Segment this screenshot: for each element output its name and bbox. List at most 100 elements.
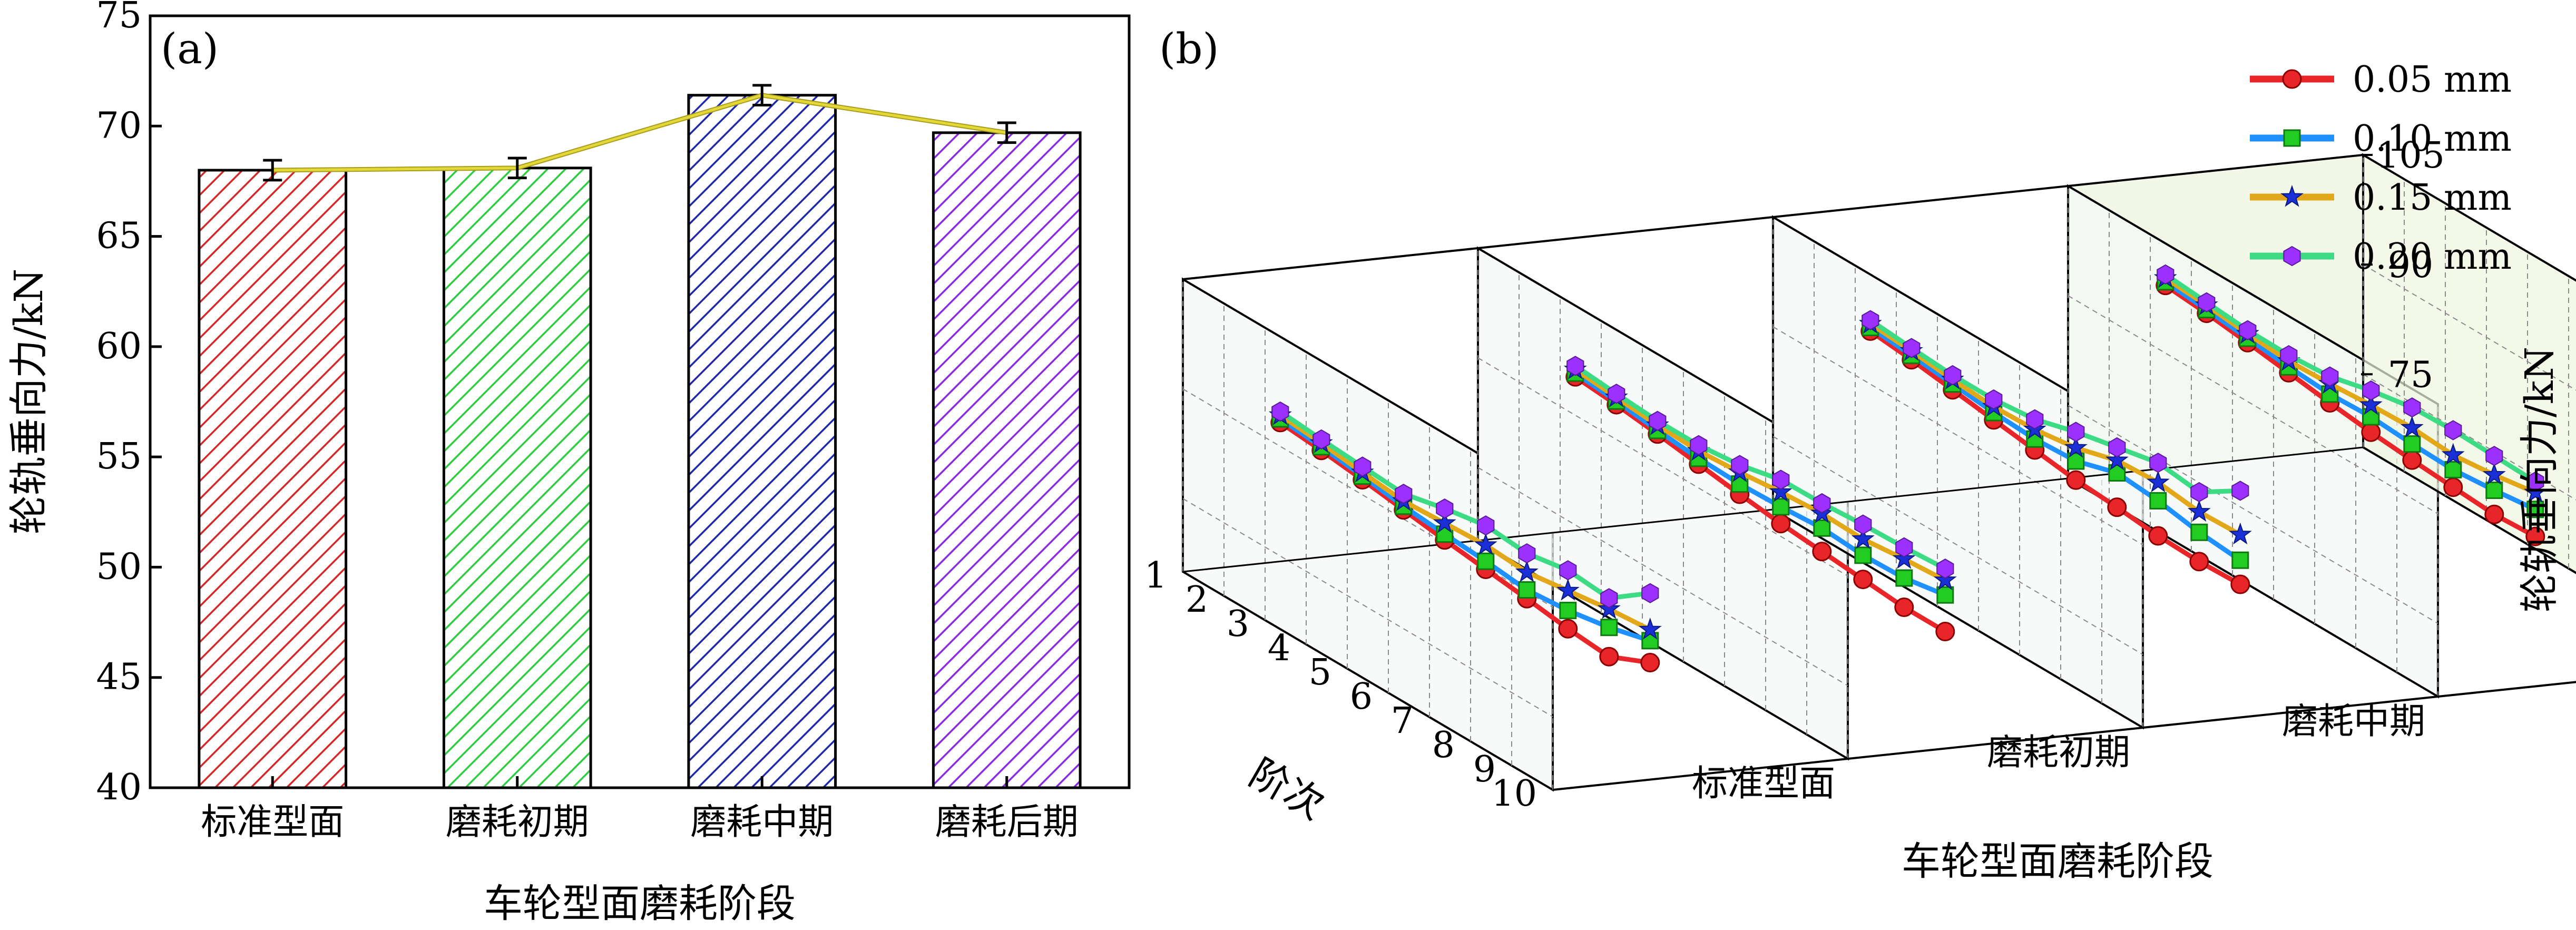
point-b-3-0-9 bbox=[1641, 583, 1659, 603]
point-b-3-1-6 bbox=[1813, 493, 1831, 514]
point-b-0-3-7 bbox=[2443, 477, 2463, 497]
point-b-3-1-5 bbox=[1772, 469, 1790, 490]
panel-label-b: (b) bbox=[1159, 24, 1219, 73]
point-b-3-1-9 bbox=[1936, 559, 1954, 579]
wall-hgrid-b-3-0 bbox=[2068, 405, 2438, 624]
wall-hgrid-b-4-1 bbox=[2363, 264, 2576, 391]
point-b-3-2-4 bbox=[2026, 409, 2044, 429]
point-b-2-3-8 bbox=[2482, 463, 2506, 485]
point-b-3-1-1 bbox=[1608, 384, 1625, 404]
point-b-3-1-3 bbox=[1690, 435, 1708, 455]
order-tick-label-b-1: 2 bbox=[1186, 579, 1208, 621]
point-b-0-2-8 bbox=[2189, 552, 2209, 572]
point-b-1-0-5 bbox=[1477, 552, 1495, 570]
point-b-0-0-8 bbox=[1599, 647, 1619, 667]
point-b-2-0-7 bbox=[1556, 579, 1580, 601]
point-b-0-2-9 bbox=[2230, 574, 2250, 594]
point-b-1-1-5 bbox=[1772, 498, 1790, 516]
point-b-3-3-6 bbox=[2403, 397, 2421, 418]
order-tick-label-b-2: 3 bbox=[1227, 603, 1249, 645]
point-b-3-3-4 bbox=[2321, 366, 2339, 387]
series-line-b-0-2 bbox=[1869, 329, 2241, 586]
point-b-3-2-6 bbox=[2108, 437, 2126, 458]
z-axis-ticks-b: 75 90 105 bbox=[2361, 135, 2445, 396]
point-b-1-1-6 bbox=[1813, 519, 1831, 537]
y-tick-label-a-7: 75 bbox=[96, 0, 142, 36]
series-line-b-1-1 bbox=[1574, 371, 1946, 598]
order-tick-label-b-6: 7 bbox=[1391, 700, 1414, 742]
order-tick-label-b-3: 4 bbox=[1268, 628, 1290, 669]
point-b-1-2-8 bbox=[2190, 523, 2208, 541]
point-b-3-0-8 bbox=[1600, 588, 1618, 609]
point-b-2-0-9 bbox=[1638, 618, 1662, 640]
z-axis-title-b: 轮轨垂向力/kN bbox=[2517, 347, 2562, 613]
z-tick-label-b-1: 90 bbox=[2388, 244, 2434, 286]
point-b-2-0-4 bbox=[1433, 511, 1456, 533]
point-b-2-3-7 bbox=[2441, 443, 2465, 465]
point-b-2-1-5 bbox=[1769, 480, 1793, 502]
point-b-1-1-9 bbox=[1936, 586, 1954, 604]
back-top-edge-b bbox=[1182, 154, 2364, 280]
point-b-0-0-9 bbox=[1640, 653, 1660, 673]
legend-b: 0.05 mm 0.10 mm 0.15 mm 0.20 mm bbox=[2250, 59, 2512, 278]
point-b-1-0-7 bbox=[1559, 602, 1577, 620]
wall-hgrid-b-2-1 bbox=[1772, 326, 2143, 545]
point-b-2-1-9 bbox=[1933, 568, 1957, 591]
legend-marker-b-3 bbox=[2283, 246, 2301, 267]
y-tick-label-a-1: 45 bbox=[96, 657, 142, 698]
bar-a-2 bbox=[687, 94, 837, 789]
y-axis-ticks-a: 40 45 50 55 60 65 70 75 bbox=[96, 0, 162, 808]
plot-frame-a bbox=[149, 14, 1131, 789]
series-line-b-0-0 bbox=[1279, 420, 1651, 665]
point-b-1-0-8 bbox=[1600, 619, 1618, 637]
point-b-3-0-4 bbox=[1436, 498, 1454, 519]
order-tick-label-b-7: 8 bbox=[1432, 725, 1455, 766]
series-line-b-1-2 bbox=[1869, 325, 2242, 562]
point-b-0-3-9 bbox=[2525, 526, 2545, 546]
point-b-1-3-7 bbox=[2444, 461, 2462, 478]
point-b-3-2-1 bbox=[1903, 338, 1921, 358]
y-axis-title-a: 轮轨垂向力/kN bbox=[6, 269, 52, 535]
legend-marker-b-1 bbox=[2283, 129, 2301, 147]
point-b-3-2-5 bbox=[2067, 422, 2085, 442]
series-line-b-3-0 bbox=[1279, 409, 1651, 601]
x-tick-label-a-2: 磨耗中期 bbox=[690, 801, 834, 843]
series-line-b-0-1 bbox=[1574, 375, 1947, 634]
point-b-1-3-6 bbox=[2403, 435, 2421, 453]
point-b-0-3-5 bbox=[2361, 422, 2381, 442]
x-axis-title-a: 车轮型面磨耗阶段 bbox=[484, 881, 796, 926]
point-b-3-1-8 bbox=[1895, 537, 1913, 557]
legend-entry-b-1: 0.10 mm bbox=[2250, 118, 2512, 160]
series-b-3-stage-3 bbox=[2157, 264, 2544, 492]
x-tick-label-a-3: 磨耗后期 bbox=[935, 801, 1079, 843]
y-tick-label-a-0: 40 bbox=[96, 767, 142, 808]
point-b-1-1-7 bbox=[1854, 546, 1872, 564]
point-b-0-2-5 bbox=[2066, 470, 2086, 490]
y-tick-label-a-5: 65 bbox=[96, 216, 142, 257]
error-bars-a bbox=[263, 84, 1016, 182]
point-b-3-3-3 bbox=[2280, 345, 2298, 366]
point-b-2-2-5 bbox=[2064, 436, 2088, 458]
bar-a-1 bbox=[442, 167, 592, 789]
point-b-3-0-6 bbox=[1518, 543, 1536, 564]
error-bar-a-0 bbox=[263, 159, 282, 182]
legend-entry-b-0: 0.05 mm bbox=[2250, 59, 2512, 101]
point-b-2-2-7 bbox=[2146, 470, 2170, 493]
y-tick-label-a-3: 55 bbox=[96, 436, 142, 477]
point-b-3-2-8 bbox=[2190, 482, 2208, 503]
point-b-0-0-7 bbox=[1558, 619, 1578, 639]
series-line-b-2-3 bbox=[2164, 276, 2536, 495]
series-line-b-2-2 bbox=[1869, 321, 2241, 537]
point-b-1-1-8 bbox=[1895, 569, 1913, 587]
legend-label-b-3: 0.20 mm bbox=[2353, 236, 2512, 278]
point-b-1-0-6 bbox=[1518, 581, 1536, 599]
point-b-2-2-8 bbox=[2187, 500, 2211, 522]
point-b-3-0-0 bbox=[1271, 401, 1289, 422]
point-b-2-0-6 bbox=[1515, 560, 1539, 582]
point-b-3-3-0 bbox=[2157, 264, 2175, 285]
point-b-2-1-7 bbox=[1851, 527, 1875, 549]
point-b-3-1-0 bbox=[1566, 356, 1584, 376]
